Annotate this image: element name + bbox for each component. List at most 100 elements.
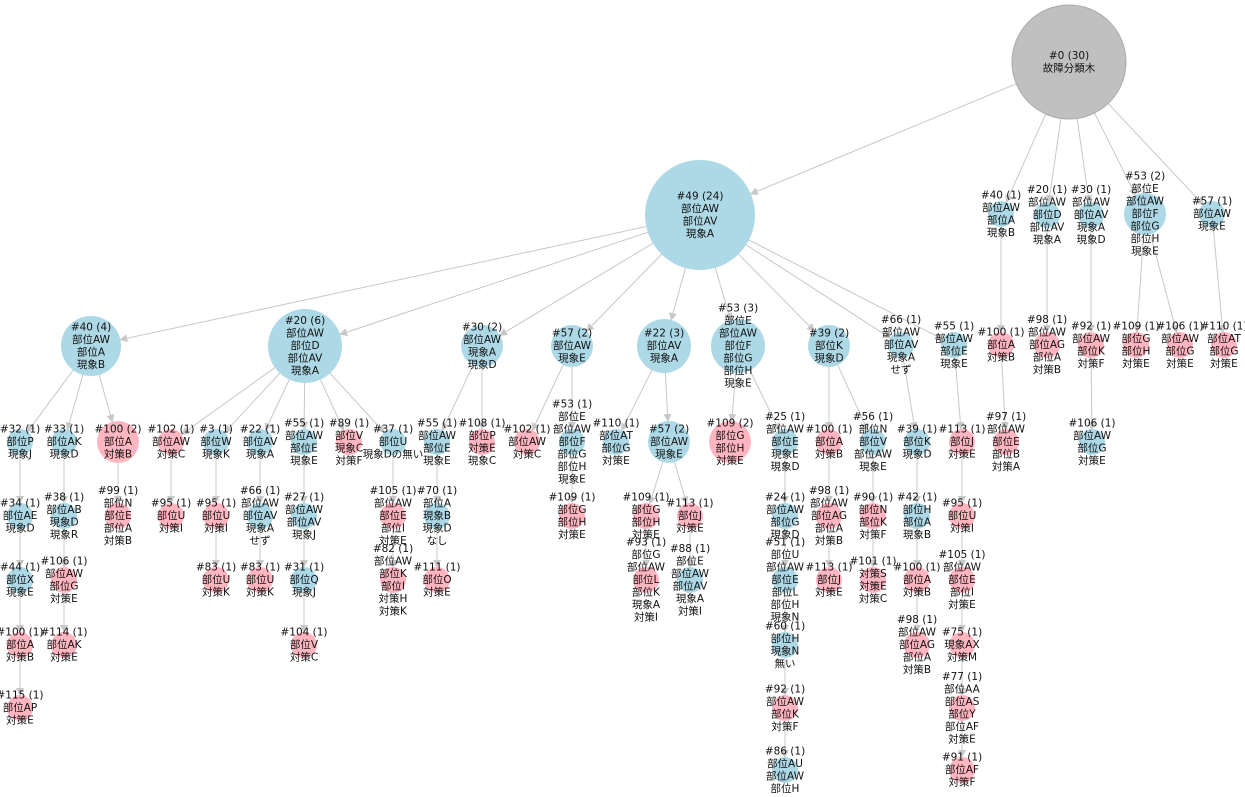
- node-label: 対策B: [104, 448, 132, 461]
- node-label: 部位AP: [3, 701, 38, 714]
- node-label: 部位AE: [3, 509, 38, 522]
- node-label: 現象E: [423, 455, 451, 467]
- node-label: 対策E: [602, 454, 630, 467]
- node-label: #57 (2): [649, 424, 689, 436]
- node-label: 部位E: [771, 435, 799, 448]
- node-label: #39 (2): [809, 328, 849, 340]
- node-label: #98 (1): [809, 485, 849, 497]
- node-label: #83 (1): [240, 562, 280, 574]
- node-label: 部位K: [632, 586, 661, 599]
- node-label: 現象J: [292, 529, 316, 541]
- node-label: 部位AW: [285, 503, 324, 516]
- node-label: 部位AW: [943, 561, 982, 574]
- node-label: #100 (2): [94, 424, 141, 436]
- node-label: #42 (1): [897, 491, 937, 503]
- node-label: 部位AU: [767, 757, 803, 770]
- node-label: せず: [250, 535, 271, 547]
- node-label: 現象E: [6, 587, 34, 599]
- node-label: 対策E: [859, 579, 887, 592]
- node-label: 部位AW: [766, 503, 805, 516]
- node-label: 対策A: [992, 460, 1021, 473]
- node-label: #20 (1): [1027, 184, 1067, 196]
- node-label: 対策K: [246, 586, 275, 599]
- node-label: #3 (1): [199, 424, 233, 436]
- node-label: 部位G: [723, 352, 752, 365]
- node-label: 部位AG: [899, 638, 935, 651]
- node-label: 部位E: [379, 509, 407, 522]
- node-label: 部位F: [558, 435, 585, 448]
- node-label: #102 (1): [503, 424, 550, 436]
- node-label: 部位U: [157, 509, 186, 522]
- node-label: 現象A: [632, 599, 661, 611]
- node-label: 部位AW: [1072, 196, 1111, 209]
- node-label: 部位L: [772, 586, 799, 599]
- node-label: 現象D: [467, 359, 496, 371]
- node-label: #24 (1): [765, 491, 805, 503]
- node-label: 対策C: [513, 448, 541, 461]
- node-label: 現象A: [676, 593, 705, 605]
- node-label: 対策I: [204, 522, 228, 535]
- node-label: #20 (6): [285, 315, 325, 327]
- node-label: 部位AW: [1073, 429, 1112, 442]
- node-label: 対策B: [987, 351, 1015, 364]
- node-label: 部位AW: [45, 567, 84, 580]
- node-label: 対策E: [6, 714, 34, 727]
- node-label: 部位AW: [766, 423, 805, 436]
- node-label: 部位H: [771, 632, 800, 645]
- node-label: 部位A: [987, 338, 1016, 351]
- node-label: 部位G: [1130, 220, 1159, 233]
- node-label: #57 (1): [1192, 196, 1232, 208]
- node-label: 部位AW: [374, 497, 413, 510]
- node-label: 部位AW: [719, 327, 758, 340]
- node-label: 部位AW: [810, 497, 849, 510]
- node-label: 部位H: [771, 598, 800, 611]
- node-label: #101 (1): [849, 555, 896, 567]
- node-label: #99 (1): [98, 485, 138, 497]
- node-label: なし: [427, 535, 448, 547]
- node-label: 対策S: [859, 567, 887, 580]
- node-label: 対策F: [335, 454, 362, 467]
- node-label: #110 (1): [1200, 320, 1245, 332]
- node-label: 部位AW: [627, 561, 666, 574]
- node-label: 現象B: [423, 510, 451, 522]
- node-label: 現象A: [1077, 222, 1106, 234]
- node-label: #83 (1): [196, 562, 236, 574]
- node-label: 対策K: [202, 586, 231, 599]
- node-label: 部位A: [903, 651, 932, 664]
- node-label: 対策E: [948, 448, 976, 461]
- node-label: #109 (1): [622, 491, 669, 503]
- node-label: 故障分類木: [1043, 61, 1096, 74]
- node-label: 部位H: [558, 460, 587, 473]
- node-label: #98 (1): [1027, 314, 1067, 326]
- node-label: #53 (2): [1125, 171, 1165, 183]
- node-label: 対策F: [948, 776, 975, 789]
- node-label: 対策I: [678, 604, 702, 617]
- node-label: 部位I: [381, 579, 405, 592]
- node-label: #91 (1): [942, 752, 982, 764]
- node-label: #105 (1): [938, 549, 985, 561]
- node-label: 現象E: [290, 455, 318, 467]
- node-label: 部位P: [468, 429, 495, 442]
- node-label: 部位AW: [1161, 332, 1200, 345]
- node-label: 部位L: [633, 573, 660, 586]
- node-label: #113 (1): [938, 424, 985, 436]
- node-label: 部位E: [423, 441, 451, 454]
- node-label: 部位AW: [650, 435, 689, 448]
- node-label: 部位K: [771, 707, 800, 720]
- node-label: #113 (1): [805, 562, 852, 574]
- node-label: 部位J: [950, 435, 974, 448]
- node-label: 部位G: [770, 515, 799, 528]
- node-label: 対策E: [50, 651, 78, 664]
- node-label: 対策I: [950, 522, 974, 535]
- node-label: 部位AW: [854, 448, 893, 461]
- node-label: #98 (1): [897, 614, 937, 626]
- node-label: 対策E: [558, 528, 586, 541]
- node-label: #95 (1): [942, 498, 982, 510]
- node-label: #66 (1): [240, 485, 280, 497]
- node-label: 部位AW: [374, 554, 413, 567]
- node-label: 部位AW: [418, 429, 457, 442]
- node-label: 部位G: [1209, 344, 1238, 357]
- edge: [28, 370, 73, 431]
- node-label: 現象K: [202, 449, 231, 461]
